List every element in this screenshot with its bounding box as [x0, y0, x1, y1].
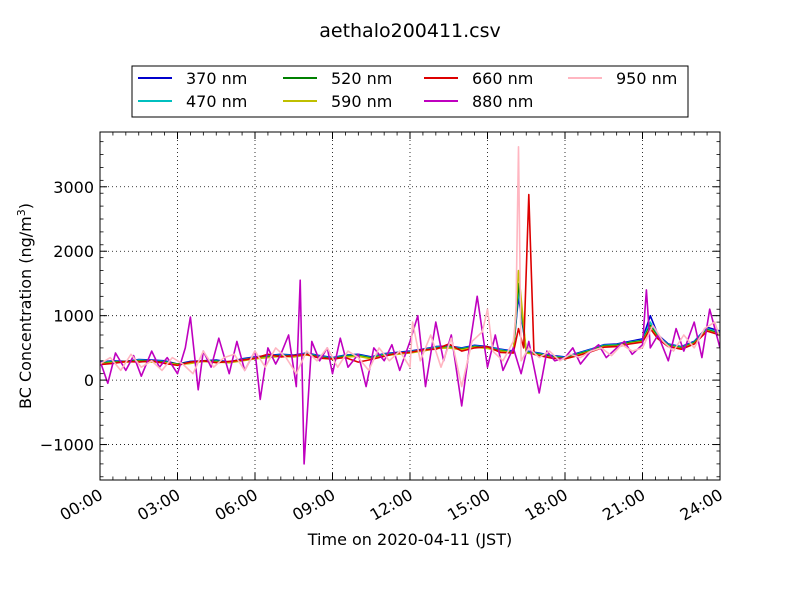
legend-frame: [131, 65, 689, 118]
x-tick-label: 12:00: [367, 485, 416, 525]
plot-clip: [100, 146, 720, 465]
series-line-950-nm: [100, 146, 720, 388]
y-axis-label-superscript: 3: [15, 209, 28, 216]
y-tick-label: −1000: [40, 436, 94, 455]
x-axis-label: Time on 2020-04-11 (JST): [307, 530, 512, 549]
plot-background: [100, 132, 720, 480]
y-tick-label: 2000: [53, 242, 94, 261]
legend-label: 470 nm: [186, 92, 247, 111]
x-tick-label: 00:00: [57, 485, 106, 525]
x-tick-label: 03:00: [134, 485, 183, 525]
legend-label: 370 nm: [186, 69, 247, 88]
plot-frame: [99, 131, 721, 481]
chart-title: aethalo200411.csv: [319, 20, 501, 42]
plot-area: 00:00 03:00 06:00 09:00 12:00 15:00 18:00 21:00…: [40, 131, 726, 525]
x-tick-label: 06:00: [212, 485, 261, 525]
y-axis-label-main: BC Concentration (ng/m: [16, 216, 35, 409]
x-tick-label: 15:00: [444, 485, 493, 525]
x-tick-label: 24:00: [677, 485, 726, 525]
y-tick-label: 0: [84, 371, 94, 390]
x-tick-label: 18:00: [522, 485, 571, 525]
x-tick-label: 09:00: [289, 485, 338, 525]
legend-label: 880 nm: [472, 92, 533, 111]
legend: 370 nm 470 nm 520 nm 590 nm 660 nm 880 nm 950 …: [131, 65, 689, 118]
y-axis-label: BC Concentration (ng/m3): [15, 203, 35, 409]
legend-label: 660 nm: [472, 69, 533, 88]
y-axis: −1000 0 1000 2000 3000: [40, 178, 720, 455]
grid: [100, 132, 720, 480]
y-tick-label: 1000: [53, 307, 94, 326]
series-layer: [100, 146, 720, 465]
y-axis-label-end: ): [16, 203, 35, 209]
minor-ticks: [100, 132, 720, 480]
legend-label: 950 nm: [616, 69, 677, 88]
x-tick-label: 21:00: [599, 485, 648, 525]
series-line-880-nm: [100, 279, 720, 465]
legend-label: 520 nm: [331, 69, 392, 88]
y-tick-label: 3000: [53, 178, 94, 197]
legend-label: 590 nm: [331, 92, 392, 111]
